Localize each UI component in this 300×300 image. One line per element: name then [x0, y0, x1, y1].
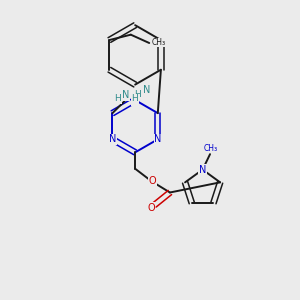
Text: CH₃: CH₃ [152, 38, 166, 47]
Text: N: N [199, 165, 206, 175]
Text: N: N [122, 90, 130, 100]
Text: H: H [115, 94, 121, 103]
Text: N: N [143, 85, 151, 95]
Text: N: N [154, 134, 161, 144]
Text: CH₃: CH₃ [204, 144, 218, 153]
Text: O: O [148, 176, 156, 186]
Text: N: N [131, 95, 139, 105]
Text: N: N [109, 134, 116, 144]
Text: H: H [131, 94, 138, 103]
Text: O: O [147, 203, 155, 213]
Text: H: H [135, 90, 141, 99]
